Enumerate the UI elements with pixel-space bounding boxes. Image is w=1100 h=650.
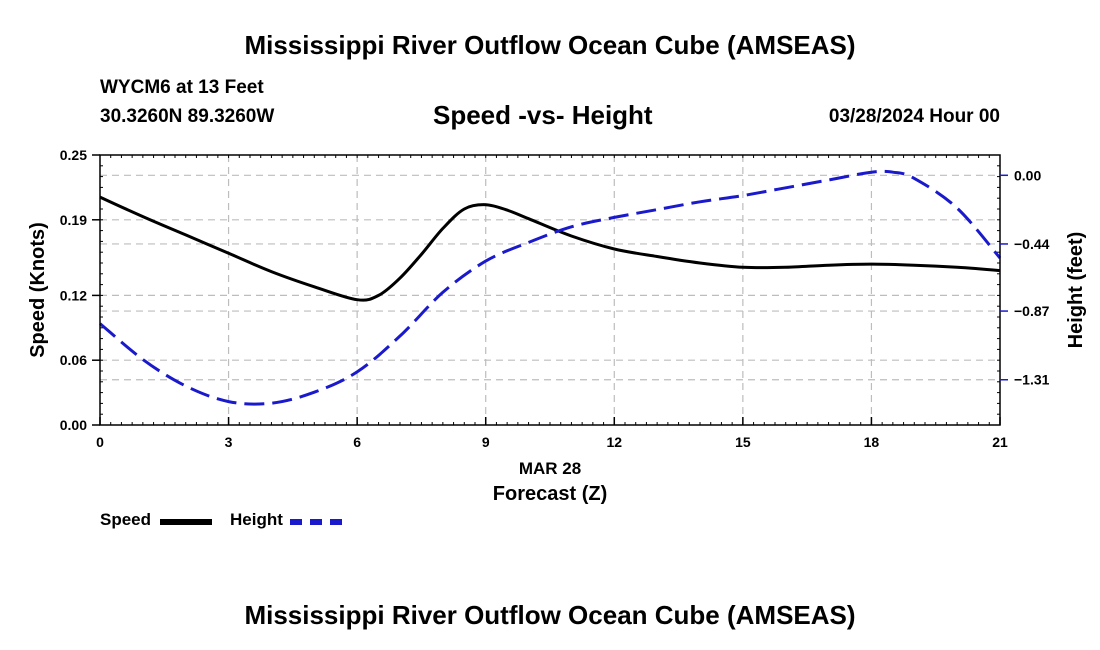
y-right-tick-label: −0.87 (1014, 303, 1050, 319)
x-tick-label: 0 (96, 434, 104, 450)
x-tick-label: 9 (482, 434, 490, 450)
y-left-tick-label: 0.12 (60, 287, 87, 303)
y-left-tick-label: 0.19 (60, 212, 87, 228)
x-tick-label: 12 (606, 434, 622, 450)
grid (100, 155, 1000, 425)
y-right-tick-label: 0.00 (1014, 167, 1041, 183)
plot-frame (99, 154, 1001, 426)
speed-series-line (99, 195, 1001, 302)
legend-speed-swatch (160, 519, 212, 525)
legend-speed-label: Speed (100, 510, 152, 529)
x-tick-label: 6 (353, 434, 361, 450)
footer-title: Mississippi River Outflow Ocean Cube (AM… (244, 600, 856, 630)
page-title: Mississippi River Outflow Ocean Cube (AM… (244, 30, 856, 60)
station-name: WYCM6 at 13 Feet (100, 77, 264, 98)
minor-ticks (99, 154, 1001, 426)
station-coordinates: 30.3260N 89.3260W (100, 106, 275, 127)
y-axis-left-label: Speed (Knots) (27, 222, 49, 358)
x-tick-label: 21 (992, 434, 1008, 450)
legend-height-swatch (290, 519, 342, 525)
forecast-date: 03/28/2024 Hour 00 (828, 106, 1000, 127)
y-right-tick-label: −1.31 (1014, 372, 1050, 388)
tick-labels: 0 3 6 9 12 15 18 21 0.00 0.06 0.12 0.19 0.25 0.00 −0.4… (60, 147, 1050, 450)
height-series-line (99, 169, 1002, 406)
series-layer (99, 169, 1002, 406)
x-tick-label: 3 (225, 434, 233, 450)
x-axis-date-label: MAR 28 (519, 459, 581, 478)
y-left-tick-label: 0.06 (60, 352, 87, 368)
y-left-tick-label: 0.00 (60, 417, 87, 433)
x-tick-label: 18 (864, 434, 880, 450)
y-left-tick-label: 0.25 (60, 147, 87, 163)
x-axis-label: Forecast (Z) (493, 483, 607, 505)
x-tick-label: 15 (735, 434, 751, 450)
y-right-tick-label: −0.44 (1014, 236, 1050, 252)
legend-height-label: Height (230, 510, 283, 529)
chart-title: Speed -vs- Height (433, 100, 653, 130)
y-axis-right-label: Height (feet) (1065, 232, 1087, 349)
